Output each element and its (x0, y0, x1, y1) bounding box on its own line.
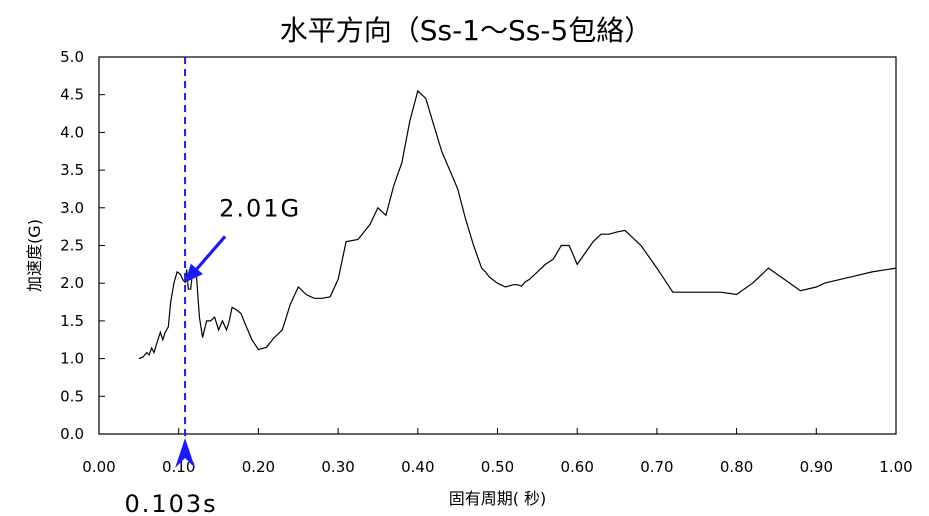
y-tick-label: 2.0 (60, 274, 84, 292)
y-tick-label: 1.5 (60, 312, 84, 330)
y-tick-label: 3.5 (60, 161, 84, 179)
y-tick-label: 2.5 (60, 237, 84, 255)
y-tick-label: 4.0 (60, 123, 84, 141)
series-line (138, 89, 897, 360)
x-tick-label: 0.50 (481, 458, 514, 476)
y-tick-label: 4.5 (60, 86, 84, 104)
x-tick-label: 0.20 (242, 458, 275, 476)
x-tick-label: 0.70 (640, 458, 673, 476)
peak-label: 2.01G (219, 194, 301, 222)
y-tick-label: 5.0 (60, 48, 84, 66)
x-tick-label: 0.40 (401, 458, 434, 476)
period-arrow (175, 438, 196, 468)
x-axis: 0.00 0.10 0.20 0.30 0.40 0.50 0.60 0.70 0.80 0.90… (82, 428, 913, 476)
y-tick-label: 1.0 (60, 350, 84, 368)
period-label: 0.103s (124, 490, 217, 516)
y-tick-label: 3.0 (60, 199, 84, 217)
y-tick-label: 0.5 (60, 387, 84, 405)
y-tick-label: 0.0 (60, 425, 84, 443)
x-tick-label: 0.30 (321, 458, 354, 476)
y-axis-label: 加速度(G) (25, 219, 44, 292)
x-tick-label: 0.00 (82, 458, 115, 476)
chart-title: 水平方向（Ss-1～Ss-5包絡） (280, 14, 653, 47)
x-axis-label: 固有周期( 秒) (449, 489, 547, 508)
x-tick-label: 0.80 (720, 458, 753, 476)
x-tick-label: 0.90 (800, 458, 833, 476)
y-axis: 0.0 0.5 1.0 1.5 2.0 2.5 3.0 3.5 4.0 4.5 5.0 (60, 48, 105, 443)
x-tick-label: 0.60 (560, 458, 593, 476)
peak-arrow (185, 235, 227, 283)
x-tick-label: 0.10 (162, 458, 195, 476)
x-tick-label: 1.00 (879, 458, 912, 476)
